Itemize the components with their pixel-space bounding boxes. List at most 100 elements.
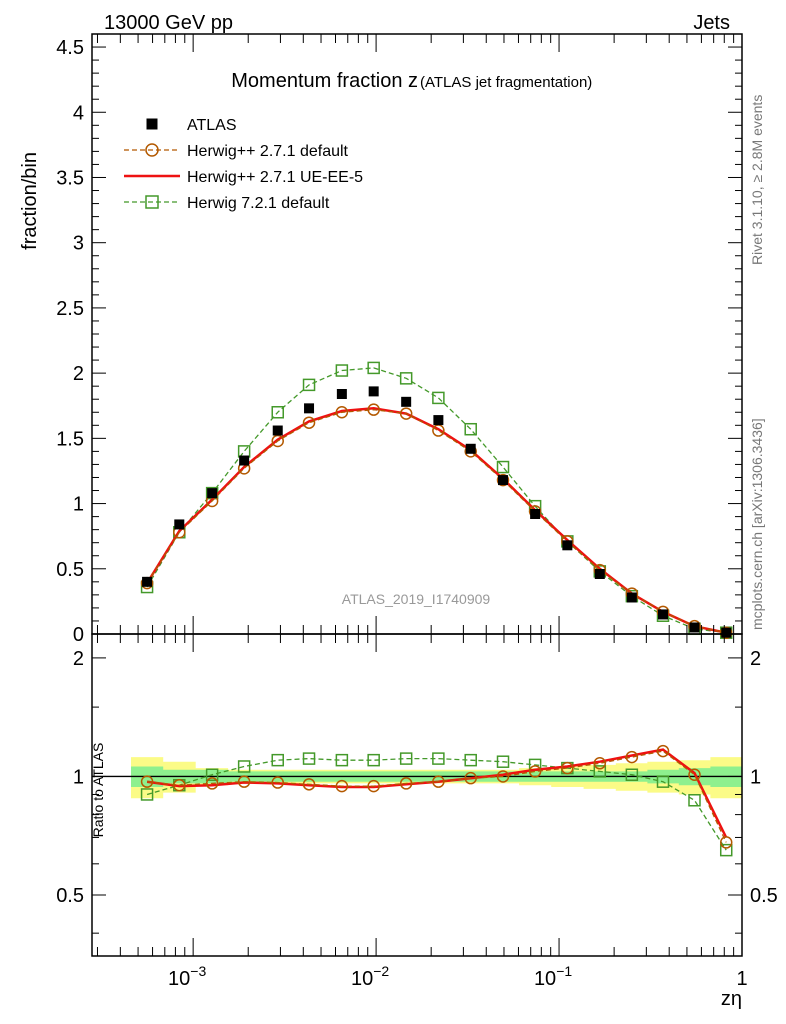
point-herwigpp-2-7-1-default-17	[688, 768, 701, 781]
point-atlas-9	[433, 415, 444, 426]
point-herwigpp-2-7-1-default-2	[205, 777, 219, 790]
point-herwig-7-2-1-default-17	[688, 794, 701, 807]
ratio-plot-frame	[91, 633, 743, 957]
point-herwigpp-2-7-1-default-6	[335, 779, 349, 793]
x-tick-label-0: 10−3	[168, 963, 206, 990]
main-y-tick-label-0: 0	[73, 624, 84, 646]
legend-marker-atlas	[146, 118, 158, 130]
point-herwigpp-2-7-1-default-13	[561, 761, 574, 775]
point-herwigpp-2-7-1-default-7	[367, 403, 380, 416]
legend-label-herwigpp-ueee5: Herwig++ 2.7.1 UE-EE-5	[187, 169, 363, 186]
legend-label-herwigpp-default: Herwig++ 2.7.1 default	[187, 143, 349, 160]
point-herwig-7-2-1-default-9	[432, 752, 445, 765]
point-herwigpp-2-7-1-default-1	[173, 778, 186, 792]
point-herwigpp-2-7-1-default-18	[719, 626, 733, 639]
main-y-tick-label-6: 3	[73, 233, 84, 255]
legend-label-herwig7-default: Herwig 7.2.1 default	[187, 195, 330, 212]
point-herwig-7-2-1-default-14	[593, 765, 607, 778]
side-label-bottom: mcplots.cern.ch [arXiv:1306.3436]	[749, 418, 765, 630]
point-atlas-17	[689, 622, 700, 633]
main-y-axis-label: fraction/bin	[19, 152, 41, 250]
point-herwig-7-2-1-default-2	[205, 768, 219, 781]
legend: ATLAS Herwig++ 2.7.1 default Herwig++ 2.…	[124, 117, 363, 212]
point-herwigpp-2-7-1-default-11	[496, 473, 510, 487]
category-label: Jets	[693, 12, 730, 34]
point-herwigpp-2-7-1-default-5	[302, 416, 316, 429]
x-tick-label-2: 10−1	[534, 963, 572, 990]
point-atlas-12	[530, 509, 541, 519]
point-herwig-7-2-1-default-4	[271, 406, 284, 419]
point-herwigpp-2-7-1-default-14	[593, 757, 607, 770]
series-line-herwig-7-2-1-default	[146, 757, 727, 851]
point-herwig-7-2-1-default-3	[237, 760, 251, 773]
point-herwig-7-2-1-default-7	[367, 753, 380, 767]
point-herwigpp-2-7-1-default-18	[719, 836, 733, 849]
main-y-tick-label-3: 1.5	[56, 428, 84, 450]
point-herwigpp-2-7-1-default-10	[464, 771, 477, 785]
point-herwig-7-2-1-default-7	[367, 361, 380, 375]
x-tick-label-1: 10−2	[351, 963, 389, 990]
point-herwigpp-2-7-1-default-5	[302, 778, 316, 791]
main-y-tick-label-1: 0.5	[56, 559, 84, 581]
point-herwig-7-2-1-default-10	[464, 422, 477, 436]
point-herwigpp-2-7-1-default-8	[399, 407, 413, 420]
point-herwigpp-2-7-1-default-8	[399, 777, 413, 790]
ratio-y-tick-label-right-1: 1	[750, 766, 761, 788]
main-plot-panel: 0 0.5 1 1.5 2 2.5 3 3.5 4 4.5	[56, 33, 743, 646]
ratio-y-tick-label-right-2: 2	[750, 648, 761, 670]
ratio-y-tick-label-right-0: 0.5	[750, 885, 778, 907]
main-y-axis: 0 0.5 1 1.5 2 2.5 3 3.5 4 4.5	[56, 37, 742, 646]
point-herwig-7-2-1-default-10	[464, 753, 477, 767]
point-herwig-7-2-1-default-5	[302, 378, 316, 392]
point-herwig-7-2-1-default-9	[432, 391, 445, 405]
ratio-x-axis: 10−3 10−2 10−1 1	[96, 634, 748, 990]
chart-title-suffix: (ATLAS jet fragmentation)	[420, 74, 592, 91]
point-herwigpp-2-7-1-default-16	[656, 744, 670, 758]
main-y-tick-label-7: 3.5	[56, 167, 84, 189]
point-herwigpp-2-7-1-default-11	[496, 770, 510, 783]
main-y-tick-label-5: 2.5	[56, 298, 84, 320]
point-herwig-7-2-1-default-6	[335, 753, 349, 767]
legend-symbol-atlas	[146, 118, 158, 130]
legend-marker-herwigpp-2-7-1-default	[145, 143, 159, 157]
x-tick-label-3: 1	[736, 968, 747, 990]
ratio-plot-panel: 0.5 0.5 1 1 2 2 10−3 10−2 10−1 1	[56, 633, 778, 990]
point-herwig-7-2-1-default-16	[656, 775, 670, 788]
point-herwigpp-2-7-1-default-0	[140, 775, 154, 788]
point-herwig-7-2-1-default-11	[496, 460, 510, 474]
main-y-tick-label-8: 4	[73, 102, 84, 124]
point-herwig-7-2-1-default-11	[496, 755, 510, 768]
energy-label: 13000 GeV pp	[104, 12, 233, 34]
point-herwig-7-2-1-default-15	[625, 768, 639, 781]
side-label-top: Rivet 3.1.10, ≥ 2.8M events	[749, 95, 765, 265]
point-herwig-7-2-1-default-4	[271, 753, 284, 767]
x-axis-label: zη	[721, 988, 742, 1010]
main-y-tick-label-9: 4.5	[56, 37, 84, 59]
point-atlas-7	[368, 386, 379, 397]
point-herwigpp-2-7-1-default-15	[625, 750, 639, 764]
point-atlas-4	[272, 425, 283, 436]
analysis-label: ATLAS_2019_I1740909	[342, 591, 491, 607]
ratio-y-tick-label-2: 2	[73, 648, 84, 670]
legend-symbol-herwigpp-default	[124, 143, 180, 157]
legend-marker-herwig-7-2-1-default	[145, 195, 159, 209]
point-herwigpp-2-7-1-default-6	[335, 406, 349, 419]
point-atlas-16	[658, 609, 669, 620]
point-herwig-7-2-1-default-8	[399, 372, 413, 385]
ratio-plot-content	[92, 744, 742, 857]
point-atlas-1	[174, 519, 185, 530]
point-herwig-7-2-1-default-8	[399, 752, 413, 765]
point-herwigpp-2-7-1-default-12	[528, 765, 542, 778]
point-atlas-2	[207, 488, 218, 499]
point-atlas-8	[401, 396, 412, 407]
ratio-y-axis-label: Ratio to ATLAS	[90, 743, 106, 838]
point-atlas-3	[239, 455, 250, 466]
point-atlas-18	[721, 627, 732, 638]
point-atlas-10	[465, 443, 476, 454]
main-y-tick-label-2: 1	[73, 494, 84, 516]
series-line-herwigpp-2-7-1-default	[147, 750, 727, 843]
point-herwig-7-2-1-default-18	[719, 843, 733, 857]
point-atlas-0	[142, 576, 153, 587]
main-x-axis-ticks	[96, 34, 743, 634]
